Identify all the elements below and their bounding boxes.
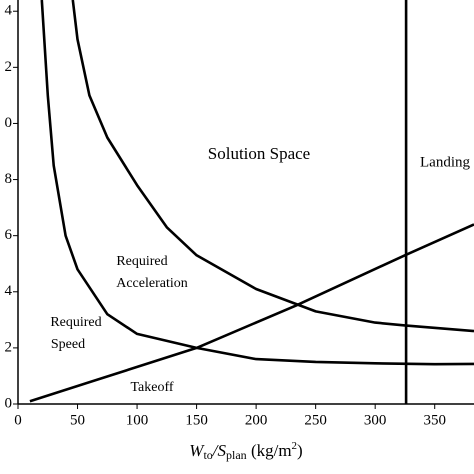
- x-tick-label: 150: [185, 412, 208, 428]
- curve: [29, 223, 474, 403]
- x-axis-label: Wto/Splan (kg/m2): [189, 440, 302, 462]
- annotation: Landing: [420, 154, 470, 170]
- y-tick-label: 2: [5, 339, 13, 355]
- y-tick-label: 4: [5, 283, 13, 299]
- x-tick-label: 350: [423, 412, 446, 428]
- x-tick-label: 250: [304, 412, 327, 428]
- x-axis-label-part: (kg/m: [247, 441, 292, 460]
- x-tick-label: 200: [245, 412, 268, 428]
- annotation: Acceleration: [116, 276, 188, 291]
- y-tick-label: 4: [5, 3, 13, 19]
- x-axis-label-part: /S: [212, 441, 227, 460]
- y-tick-label: 0: [5, 395, 13, 411]
- annotation: Speed: [51, 337, 85, 352]
- x-tick-label: 100: [126, 412, 149, 428]
- x-axis-label-part: 2: [292, 440, 298, 452]
- x-tick-label: 0: [14, 412, 22, 428]
- annotation: Solution Space: [208, 144, 310, 163]
- y-tick-label: 0: [5, 115, 13, 131]
- x-axis-label-part: ): [297, 441, 303, 460]
- x-tick-label: 50: [70, 412, 85, 428]
- x-axis-label-part: to: [203, 448, 212, 462]
- y-tick-label: 6: [5, 227, 13, 243]
- annotation: Required: [50, 315, 101, 330]
- y-tick-label: 2: [5, 59, 13, 75]
- x-axis-label-part: plan: [226, 448, 247, 462]
- curve: [71, 0, 474, 333]
- annotation: Takeoff: [130, 380, 173, 395]
- x-tick-label: 300: [364, 412, 387, 428]
- annotation: Required: [116, 254, 167, 269]
- x-axis-label-part: W: [189, 441, 205, 460]
- curve: [40, 0, 474, 366]
- y-tick-label: 8: [5, 171, 13, 187]
